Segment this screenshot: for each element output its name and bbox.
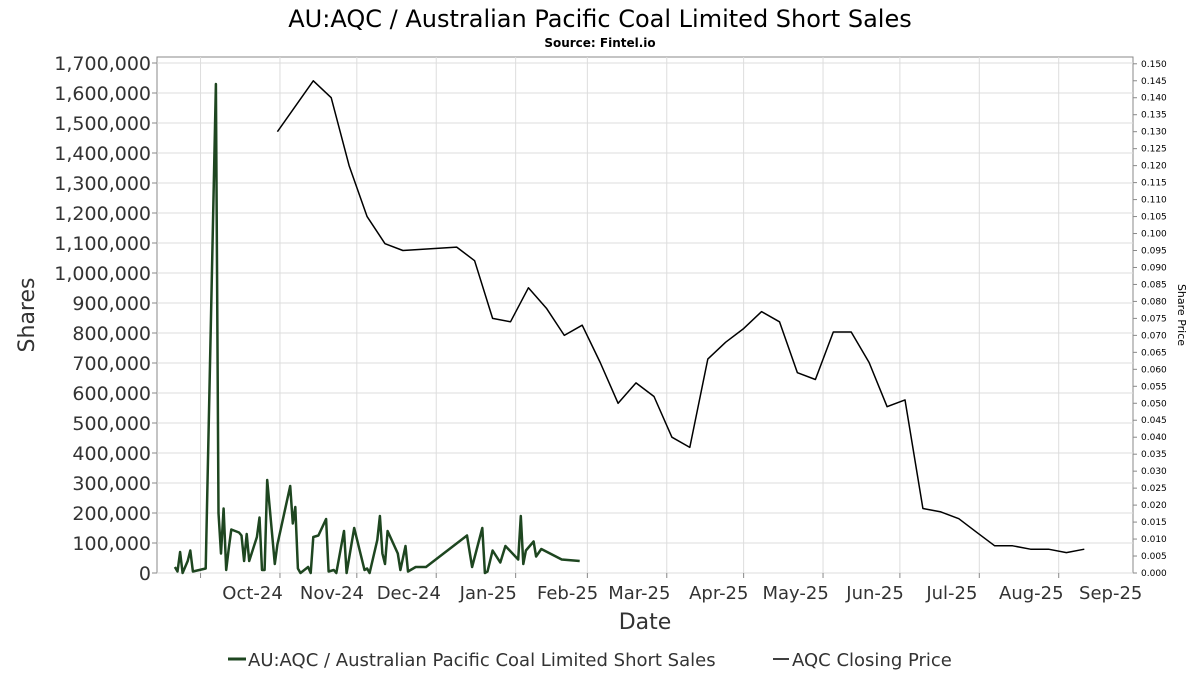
y2-tick-label: 0.060 [1141, 365, 1167, 375]
y2-tick-label: 0.025 [1141, 484, 1167, 494]
y2-axis: 0.000 0.005 0.010 0.015 0.020 0.025 0.030 0.035… [1133, 60, 1167, 579]
y2-tick-label: 0.145 [1141, 77, 1167, 87]
y-tick-label: 0 [139, 563, 151, 585]
series-layer [173, 80, 1085, 575]
x-tick-label: Apr-25 [689, 583, 748, 604]
y-tick-label: 200,000 [72, 503, 151, 525]
y2-tick-label: 0.150 [1141, 60, 1167, 70]
y2-tick-label: 0.015 [1141, 518, 1167, 528]
closing-price-line [276, 80, 1085, 554]
y-tick-label: 1,300,000 [54, 173, 151, 195]
plot-area [156, 56, 1134, 575]
x-tick-label: Jun-25 [845, 583, 904, 604]
y-axis-title: Shares [15, 278, 40, 353]
y-tick-label: 1,200,000 [54, 203, 151, 225]
x-axis-title: Date [619, 610, 672, 635]
y2-axis-title: Share Price [1175, 284, 1188, 346]
y2-tick-label: 0.050 [1141, 399, 1167, 409]
y2-tick-label: 0.035 [1141, 450, 1167, 460]
y-tick-label: 700,000 [72, 353, 151, 375]
grid [157, 57, 1133, 574]
y-tick-label: 1,400,000 [54, 143, 151, 165]
x-tick-label: May-25 [762, 583, 828, 604]
y-tick-label: 1,000,000 [54, 263, 151, 285]
x-tick-label: Aug-25 [999, 583, 1064, 604]
y2-tick-label: 0.140 [1141, 94, 1167, 104]
y-tick-label: 300,000 [72, 473, 151, 495]
legend-label-closing-price: AQC Closing Price [792, 650, 952, 671]
y2-tick-label: 0.000 [1141, 569, 1167, 579]
y2-tick-label: 0.085 [1141, 280, 1167, 290]
y2-tick-label: 0.045 [1141, 416, 1167, 426]
y2-tick-label: 0.130 [1141, 128, 1167, 138]
y-tick-label: 500,000 [72, 413, 151, 435]
x-tick-label: Feb-25 [537, 583, 598, 604]
legend-label-short-sales: AU:AQC / Australian Pacific Coal Limited… [248, 650, 716, 671]
y-tick-label: 100,000 [72, 533, 151, 555]
x-tick-label: Sep-25 [1079, 583, 1142, 604]
y2-tick-label: 0.105 [1141, 213, 1167, 223]
x-tick-label: Dec-24 [377, 583, 441, 604]
plot-background [156, 56, 1134, 574]
y-tick-label: 1,600,000 [54, 83, 151, 105]
chart-title: AU:AQC / Australian Pacific Coal Limited… [288, 5, 911, 33]
y2-tick-label: 0.070 [1141, 331, 1167, 341]
y2-tick-label: 0.040 [1141, 433, 1167, 443]
x-axis: Oct-24 Nov-24 Dec-24 Jan-25 Feb-25 Mar-25 Apr-… [200, 573, 1142, 604]
y2-tick-label: 0.005 [1141, 552, 1167, 562]
y-tick-label: 400,000 [72, 443, 151, 465]
y2-tick-label: 0.090 [1141, 263, 1167, 273]
y2-tick-label: 0.010 [1141, 535, 1167, 545]
y2-tick-label: 0.115 [1141, 179, 1167, 189]
y2-tick-label: 0.055 [1141, 382, 1167, 392]
x-tick-label: Mar-25 [608, 583, 670, 604]
x-tick-label: Oct-24 [222, 583, 283, 604]
x-tick-label: Jul-25 [925, 583, 977, 604]
legend: AU:AQC / Australian Pacific Coal Limited… [228, 650, 952, 671]
y2-tick-label: 0.030 [1141, 467, 1167, 477]
x-tick-label: Jan-25 [459, 583, 517, 604]
y-tick-label: 1,500,000 [54, 113, 151, 135]
y2-tick-label: 0.135 [1141, 111, 1167, 121]
y-tick-label: 1,100,000 [54, 233, 151, 255]
y2-tick-label: 0.120 [1141, 162, 1167, 172]
y-tick-label: 600,000 [72, 383, 151, 405]
chart-subtitle: Source: Fintel.io [544, 36, 655, 50]
y2-tick-label: 0.075 [1141, 314, 1167, 324]
y-tick-label: 900,000 [72, 293, 151, 315]
y-tick-label: 1,700,000 [54, 53, 151, 75]
short-sales-line [173, 82, 580, 575]
y2-tick-label: 0.125 [1141, 145, 1167, 155]
y-tick-label: 800,000 [72, 323, 151, 345]
y2-tick-label: 0.110 [1141, 196, 1167, 206]
x-tick-label: Nov-24 [300, 583, 364, 604]
y-axis: 0 100,000 200,000 300,000 400,000 500,000 600,… [54, 53, 157, 585]
y2-tick-label: 0.020 [1141, 501, 1167, 511]
y2-tick-label: 0.095 [1141, 247, 1167, 257]
y2-tick-label: 0.065 [1141, 348, 1167, 358]
y2-tick-label: 0.080 [1141, 297, 1167, 307]
y2-tick-label: 0.100 [1141, 230, 1167, 240]
